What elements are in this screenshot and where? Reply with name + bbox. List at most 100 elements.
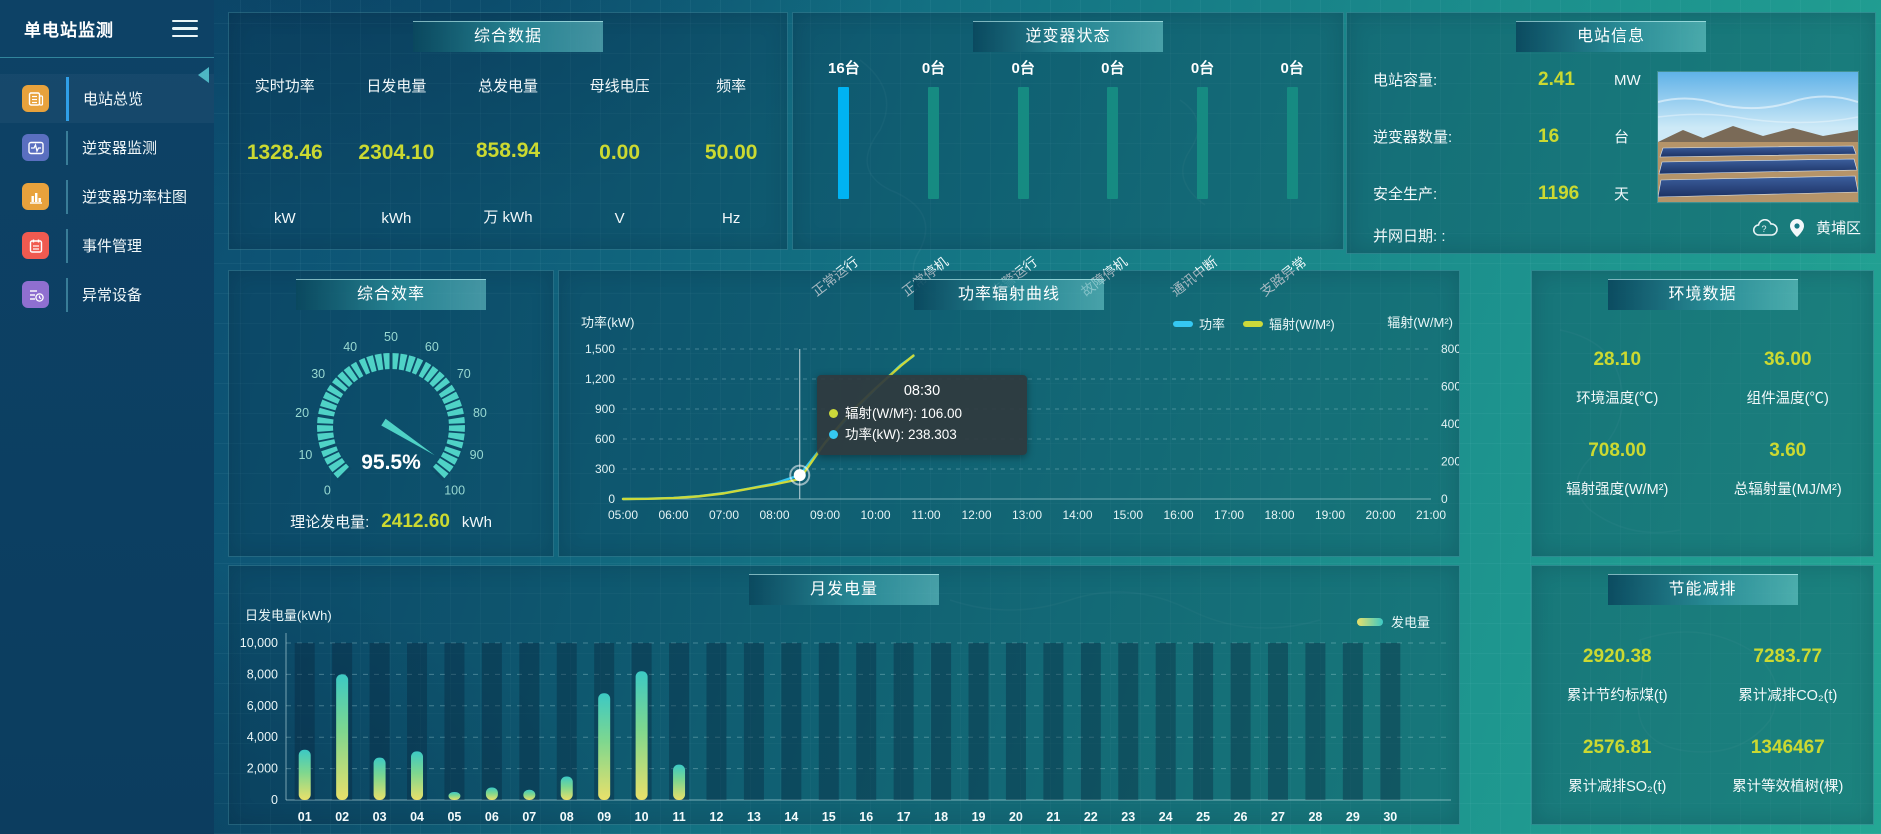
stat-value: 28.10 xyxy=(1593,349,1642,370)
generation-bar-08[interactable] xyxy=(560,776,573,800)
legend-label[interactable]: 功率 xyxy=(1199,317,1225,332)
svg-text:20:00: 20:00 xyxy=(1365,508,1395,522)
theoretical-generation-label: 理论发电量: xyxy=(290,514,370,531)
legend-label[interactable]: 辐射(W/M²) xyxy=(1269,317,1335,332)
menu-divider xyxy=(66,228,68,263)
inverter-count: 0台 xyxy=(921,60,946,77)
panel-summary-data: 综合数据 实时功率 1328.46 kW 日发电量 2304.10 kWh 总发电量 858.… xyxy=(228,12,788,250)
hamburger-menu-icon[interactable] xyxy=(172,19,198,38)
inverter-status-bar[interactable] xyxy=(1197,87,1209,199)
efficiency-gauge-chart[interactable]: 0 10 20 30 40 50 60 70 80 90 100 95.5% xyxy=(229,315,553,511)
stat-value: 2576.81 xyxy=(1582,737,1652,758)
station-info-row: 逆变器数量: 16 台 xyxy=(1373,126,1629,148)
svg-text:100: 100 xyxy=(444,484,465,498)
generation-bar-04[interactable] xyxy=(411,751,424,800)
stat-value: 7283.77 xyxy=(1753,646,1823,667)
power-radiation-line-chart[interactable]: 1,500 1,200 900 600 300 0 800 600 400 200 0 05:00 06… xyxy=(559,271,1459,556)
svg-text:日发电量(kWh): 日发电量(kWh) xyxy=(245,608,332,623)
svg-text:40: 40 xyxy=(343,340,357,354)
svg-text:01: 01 xyxy=(298,810,312,824)
location-pin-icon[interactable] xyxy=(1789,218,1804,237)
sidebar-item-abnormal-device[interactable]: 异常设备 xyxy=(0,270,214,319)
inverter-status-故障停机: 0台 故障停机 xyxy=(1068,57,1158,299)
bar-slot-background xyxy=(1267,643,1288,800)
svg-text:16:00: 16:00 xyxy=(1163,508,1193,522)
generation-bar-07[interactable] xyxy=(523,789,536,800)
svg-text:12:00: 12:00 xyxy=(961,508,991,522)
svg-text:20: 20 xyxy=(1009,810,1023,824)
inverter-status-bar[interactable] xyxy=(928,87,939,199)
bar-slot-background xyxy=(1380,643,1401,800)
station-row-unit: 台 xyxy=(1614,129,1630,146)
svg-text:02: 02 xyxy=(335,810,349,824)
stat-cell-累计减排CO₂(t): 7283.77 累计减排CO₂(t) xyxy=(1703,646,1874,705)
metric-label: 频率 xyxy=(716,78,747,95)
bar-slot-background xyxy=(781,643,802,800)
inverter-status-bar[interactable] xyxy=(838,87,850,199)
svg-text:08: 08 xyxy=(560,810,574,824)
station-info-row: 并网日期: : xyxy=(1373,225,1614,246)
sidebar-item-event-management[interactable]: 事件管理 xyxy=(0,221,214,270)
legend-label[interactable]: 发电量 xyxy=(1391,615,1430,630)
metric-日发电量: 日发电量 2304.10 kWh xyxy=(341,69,453,233)
station-row-label: 逆变器数量: xyxy=(1373,129,1453,146)
inverter-status-告警运行: 0台 告警运行 xyxy=(978,57,1068,299)
panel-title: 节能减排 xyxy=(1607,574,1798,605)
sidebar-collapse-arrow-icon[interactable] xyxy=(198,67,209,83)
inverter-status-bar[interactable] xyxy=(1017,87,1029,199)
inverter-status-bar[interactable] xyxy=(1286,87,1298,199)
svg-text:23: 23 xyxy=(1121,810,1135,824)
sidebar-item-station-overview[interactable]: 电站总览 xyxy=(0,74,214,123)
inverter-status-bar[interactable] xyxy=(1107,87,1119,199)
svg-text:15: 15 xyxy=(822,810,836,824)
sidebar-item-inverter-power-bars[interactable]: 逆变器功率柱图 xyxy=(0,172,214,221)
panel-efficiency: 综合效率 0 10 20 30 40 50 60 70 80 90 100 95.5% 理论发电量: … xyxy=(228,270,554,557)
generation-bar-11[interactable] xyxy=(673,764,686,800)
stat-label: 累计等效植树(棵) xyxy=(1732,779,1844,795)
bar-slot-background xyxy=(893,643,914,800)
sidebar-item-inverter-monitor[interactable]: 逆变器监测 xyxy=(0,123,214,172)
svg-text:14: 14 xyxy=(784,810,798,824)
generation-bar-01[interactable] xyxy=(298,749,311,800)
panel-power-radiation-curve: 功率辐射曲线 1,500 1,200 900 600 300 0 800 600 400 200 0… xyxy=(558,270,1460,557)
panel-environment-data: 环境数据 28.10 环境温度(℃) 36.00 组件温度(℃) 708.00 辐射强度(… xyxy=(1531,270,1874,557)
svg-text:10: 10 xyxy=(298,448,312,462)
svg-text:60: 60 xyxy=(425,340,439,354)
legend-swatch-功率[interactable] xyxy=(1173,321,1193,327)
tooltip-time: 08:30 xyxy=(903,383,941,399)
station-row-value: 16 xyxy=(1538,126,1560,147)
generation-bar-09[interactable] xyxy=(598,693,611,800)
svg-text:15:00: 15:00 xyxy=(1113,508,1143,522)
svg-text:19: 19 xyxy=(972,810,986,824)
svg-text:90: 90 xyxy=(470,448,484,462)
legend-swatch-辐射(W/M²)[interactable] xyxy=(1243,321,1263,327)
stat-value: 1346467 xyxy=(1750,737,1825,758)
svg-text:30: 30 xyxy=(311,367,325,381)
svg-text:13: 13 xyxy=(747,810,761,824)
metric-value: 858.94 xyxy=(475,139,541,162)
bar-slot-background xyxy=(1118,643,1139,800)
legend-swatch-generation[interactable] xyxy=(1357,618,1383,626)
generation-bar-10[interactable] xyxy=(635,671,648,800)
tooltip-text: 辐射(W/M²): 106.00 xyxy=(845,406,963,421)
generation-bar-06[interactable] xyxy=(485,787,498,800)
generation-bar-02[interactable] xyxy=(336,674,349,800)
sidebar-item-label: 异常设备 xyxy=(82,287,143,304)
panel-monthly-generation: 月发电量 10,000 8,000 6,000 4,000 2,000 0 日发电量(kWh… xyxy=(228,565,1460,825)
metric-unit: kWh xyxy=(381,210,412,227)
metric-unit: V xyxy=(614,210,625,227)
weather-cloud-icon[interactable]: ? xyxy=(1752,218,1778,237)
bar-slot-background xyxy=(519,643,540,800)
generation-bar-05[interactable] xyxy=(448,792,461,800)
bar-slot-background xyxy=(481,643,502,800)
panel-title: 电站信息 xyxy=(1516,21,1706,52)
monthly-generation-bar-chart[interactable]: 10,000 8,000 6,000 4,000 2,000 0 日发电量(kWh) 01 02… xyxy=(229,566,1459,824)
bar-slot-background xyxy=(556,643,577,800)
svg-text:16: 16 xyxy=(859,810,873,824)
app-title: 单电站监测 xyxy=(24,21,114,40)
metric-unit: 万 kWh xyxy=(483,209,533,226)
stat-label: 环境温度(℃) xyxy=(1576,391,1659,407)
generation-bar-03[interactable] xyxy=(373,757,386,800)
svg-text:24: 24 xyxy=(1159,810,1173,824)
svg-text:06: 06 xyxy=(485,810,499,824)
